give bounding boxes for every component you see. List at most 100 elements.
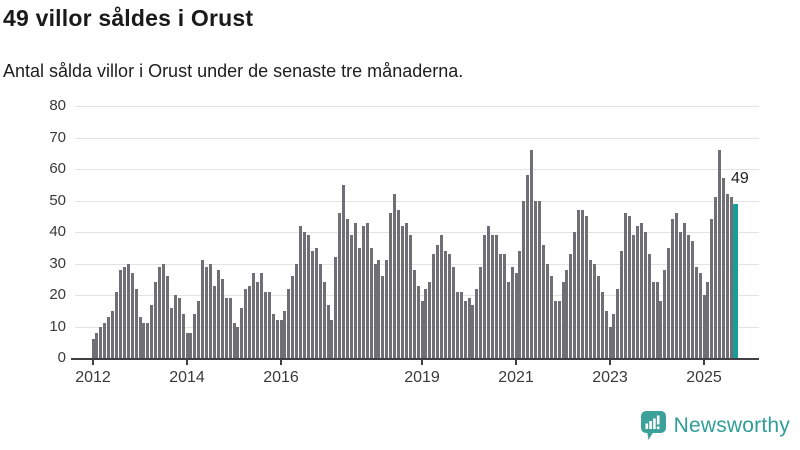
bar xyxy=(91,339,95,358)
bar xyxy=(381,276,385,358)
bar xyxy=(150,304,154,358)
bar-highlighted xyxy=(732,203,738,358)
bar xyxy=(377,260,381,358)
bar xyxy=(314,247,318,358)
bar xyxy=(173,295,177,358)
x-axis-tick-2021 xyxy=(515,358,517,365)
bar xyxy=(620,250,624,358)
bar xyxy=(244,288,248,358)
bar xyxy=(679,232,682,358)
bar xyxy=(624,213,628,358)
bar xyxy=(373,263,377,358)
bar xyxy=(729,197,733,358)
bar xyxy=(369,247,373,358)
x-axis-label-2014: 2014 xyxy=(169,369,205,386)
y-axis-label-80: 80 xyxy=(49,97,66,114)
bar xyxy=(675,213,679,358)
bar xyxy=(326,304,330,358)
bar xyxy=(635,225,639,358)
bar xyxy=(353,222,357,358)
bar xyxy=(185,332,189,358)
bar xyxy=(608,326,612,358)
x-axis-line xyxy=(71,358,759,360)
bar xyxy=(447,254,451,358)
bar xyxy=(134,288,138,358)
bar xyxy=(224,298,228,358)
bar xyxy=(424,288,428,358)
bar xyxy=(338,213,342,358)
bar xyxy=(330,320,334,358)
bar xyxy=(702,295,706,358)
bar xyxy=(365,222,369,358)
bar xyxy=(585,216,588,358)
gridline-y-70 xyxy=(75,137,759,139)
bar xyxy=(322,282,326,358)
bar xyxy=(122,266,126,358)
bar xyxy=(491,235,494,358)
bar xyxy=(201,260,205,358)
y-axis-label-30: 30 xyxy=(49,254,66,272)
bar xyxy=(588,260,592,358)
bar xyxy=(279,320,283,358)
bar xyxy=(416,285,420,358)
bar xyxy=(295,263,299,358)
bar xyxy=(357,247,361,358)
bar xyxy=(706,282,710,358)
bar xyxy=(236,326,240,358)
bar xyxy=(698,272,702,358)
bar xyxy=(514,272,518,358)
x-axis-tick-2019 xyxy=(421,358,423,365)
bar xyxy=(475,288,479,358)
bar xyxy=(432,254,436,358)
last-value-label: 49 xyxy=(731,170,749,187)
bar xyxy=(404,222,408,358)
bar xyxy=(522,200,526,358)
y-axis-label-60: 60 xyxy=(49,160,66,177)
bar xyxy=(361,225,365,358)
bar xyxy=(306,235,310,358)
newsworthy-brand: Newsworthy xyxy=(640,410,790,441)
bar xyxy=(710,219,714,358)
bar xyxy=(487,225,491,358)
bar xyxy=(494,235,498,358)
bar xyxy=(690,241,694,358)
bar xyxy=(506,282,510,358)
bar xyxy=(142,323,146,358)
bar xyxy=(471,304,475,358)
bar xyxy=(169,307,173,358)
bar xyxy=(565,269,569,358)
bar xyxy=(193,313,197,358)
bar xyxy=(632,235,635,358)
bar xyxy=(205,266,209,358)
bar xyxy=(228,298,232,358)
bar xyxy=(569,254,573,358)
bar xyxy=(212,285,216,358)
bar xyxy=(342,184,346,358)
bar xyxy=(659,301,663,358)
bar xyxy=(118,269,122,358)
bar xyxy=(256,282,259,358)
bar xyxy=(581,209,585,358)
bar xyxy=(252,272,256,358)
bar xyxy=(714,197,718,358)
bar xyxy=(553,301,557,358)
gridline-y-30 xyxy=(75,263,759,265)
bar xyxy=(248,285,252,358)
bar xyxy=(263,291,267,358)
bar xyxy=(408,235,412,358)
bar xyxy=(287,288,291,358)
bar xyxy=(310,250,314,358)
newsworthy-brand-text: Newsworthy xyxy=(673,413,790,437)
y-axis-label-20: 20 xyxy=(49,286,66,303)
bar xyxy=(389,213,393,358)
bar xyxy=(530,150,534,358)
bar xyxy=(397,209,400,358)
bar xyxy=(318,263,322,358)
y-axis-label-0: 0 xyxy=(57,349,66,366)
bar xyxy=(726,194,729,358)
bar xyxy=(682,222,686,358)
bar xyxy=(267,291,271,358)
bar xyxy=(526,175,530,358)
bar xyxy=(232,323,236,358)
bar xyxy=(428,282,432,358)
